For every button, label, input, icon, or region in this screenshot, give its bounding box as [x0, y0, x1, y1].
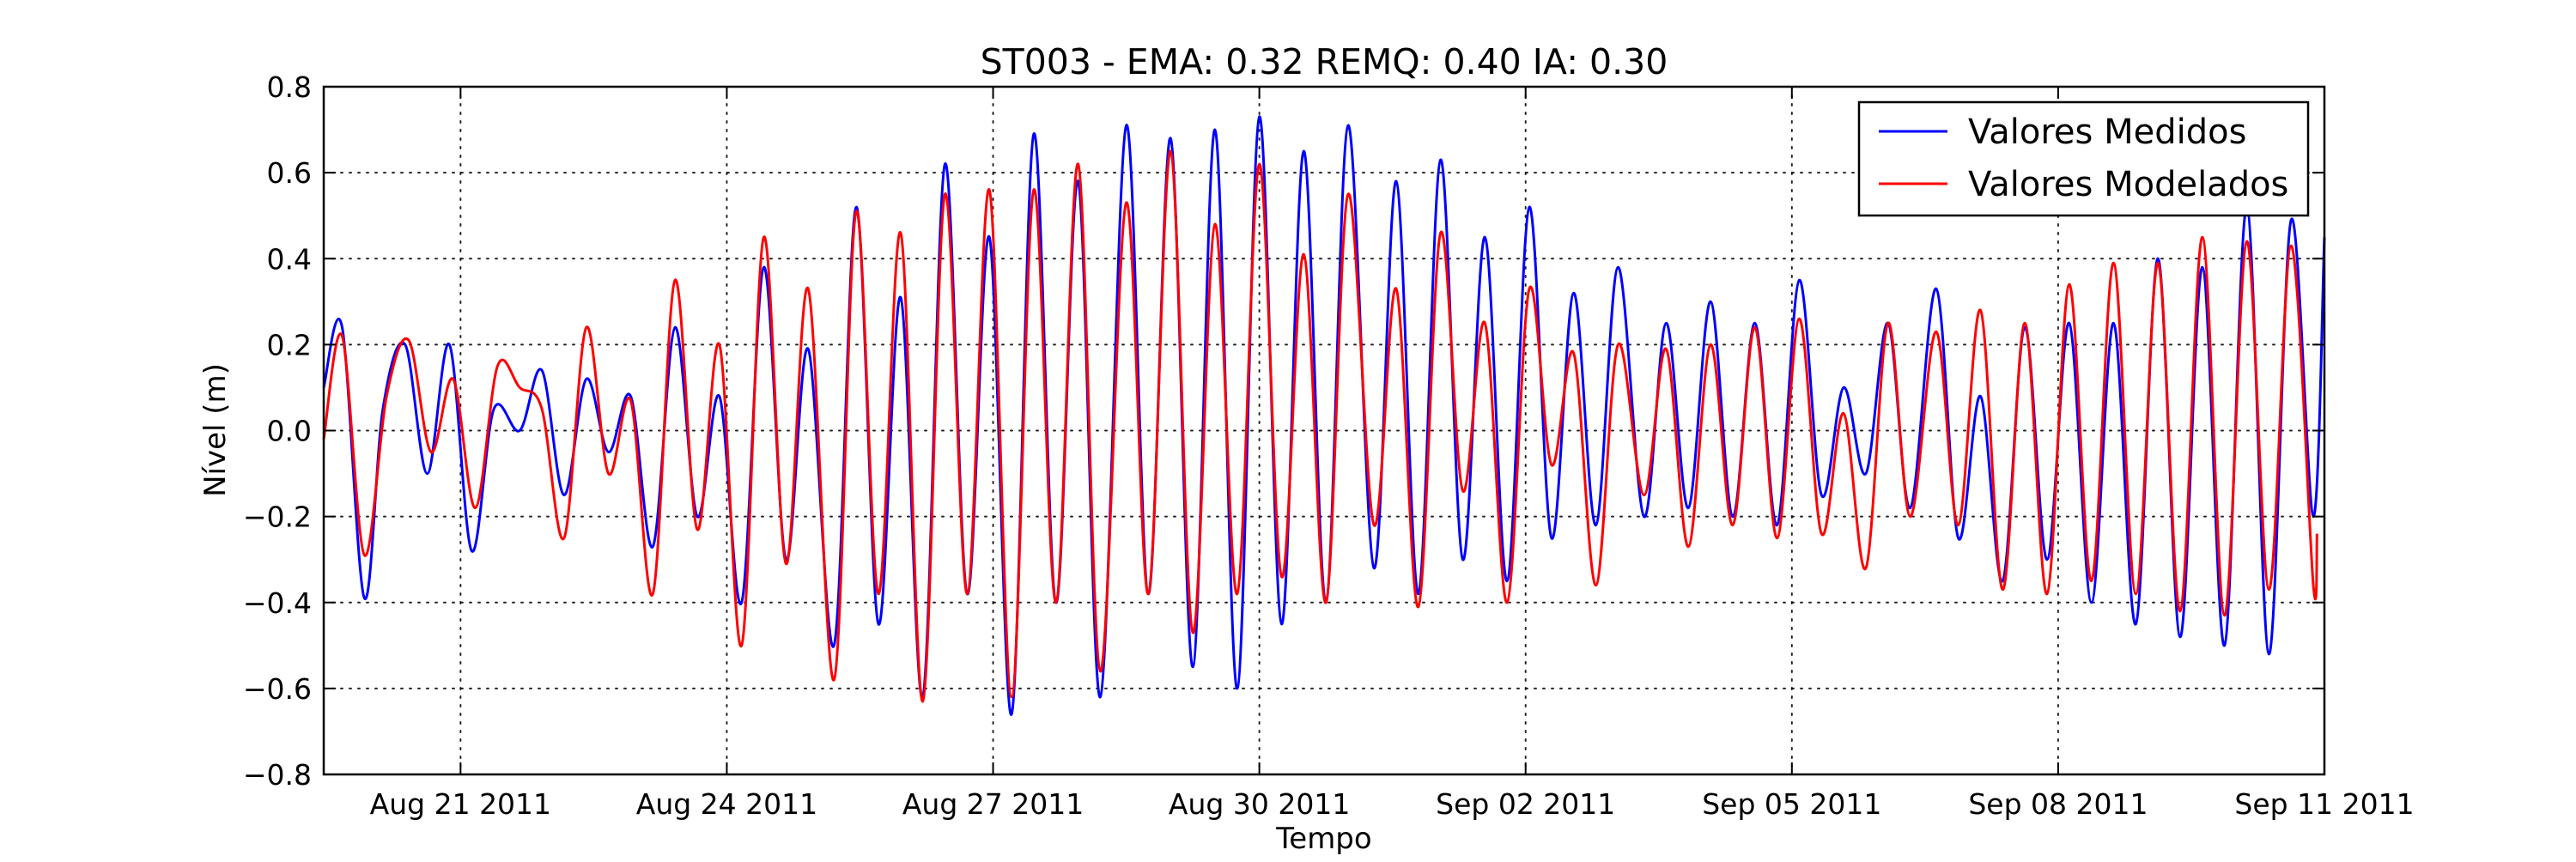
y-tick-label: 0.2 [267, 328, 312, 361]
y-axis-label: Nível (m) [198, 363, 233, 497]
x-tick-label: Aug 30 2011 [1169, 787, 1350, 821]
x-axis-ticks: Aug 21 2011 Aug 24 2011 Aug 27 2011 Aug 30 … [370, 87, 2415, 821]
x-tick-label: Sep 02 2011 [1436, 787, 1615, 821]
y-tick-label: −0.4 [243, 586, 312, 620]
legend-box [1857, 100, 2310, 217]
y-tick-label: −0.8 [243, 758, 312, 792]
x-axis-label: Tempo [1275, 822, 1371, 856]
chart-title: ST003 - EMA: 0.32 REMQ: 0.40 IA: 0.30 [981, 41, 1668, 82]
legend-label-measured: Valores Medidos [1968, 112, 2246, 152]
legend-label-modeled: Valores Modelados [1968, 165, 2288, 204]
x-tick-label: Sep 08 2011 [1968, 787, 2148, 821]
x-tick-label: Aug 21 2011 [370, 787, 551, 821]
legend: Valores Medidos Valores Modelados [1857, 100, 2310, 217]
x-tick-label: Aug 24 2011 [636, 787, 817, 821]
y-tick-label: −0.2 [243, 501, 312, 534]
y-tick-label: 0.4 [267, 242, 312, 276]
x-tick-label: Sep 05 2011 [1702, 787, 1881, 821]
x-tick-label: Sep 11 2011 [2234, 787, 2414, 821]
y-tick-label: 0.8 [267, 70, 312, 104]
y-tick-label: −0.6 [243, 672, 312, 706]
x-tick-label: Aug 27 2011 [902, 787, 1084, 821]
y-tick-label: 0.6 [267, 156, 312, 190]
series-line-modeled [322, 149, 2318, 703]
series-layer [322, 115, 2326, 716]
y-axis-ticks: 0.8 0.6 0.4 0.2 0.0 −0.2 −0.4 −0.6 −0.8 [243, 70, 2324, 792]
y-tick-label: 0.0 [267, 415, 312, 448]
